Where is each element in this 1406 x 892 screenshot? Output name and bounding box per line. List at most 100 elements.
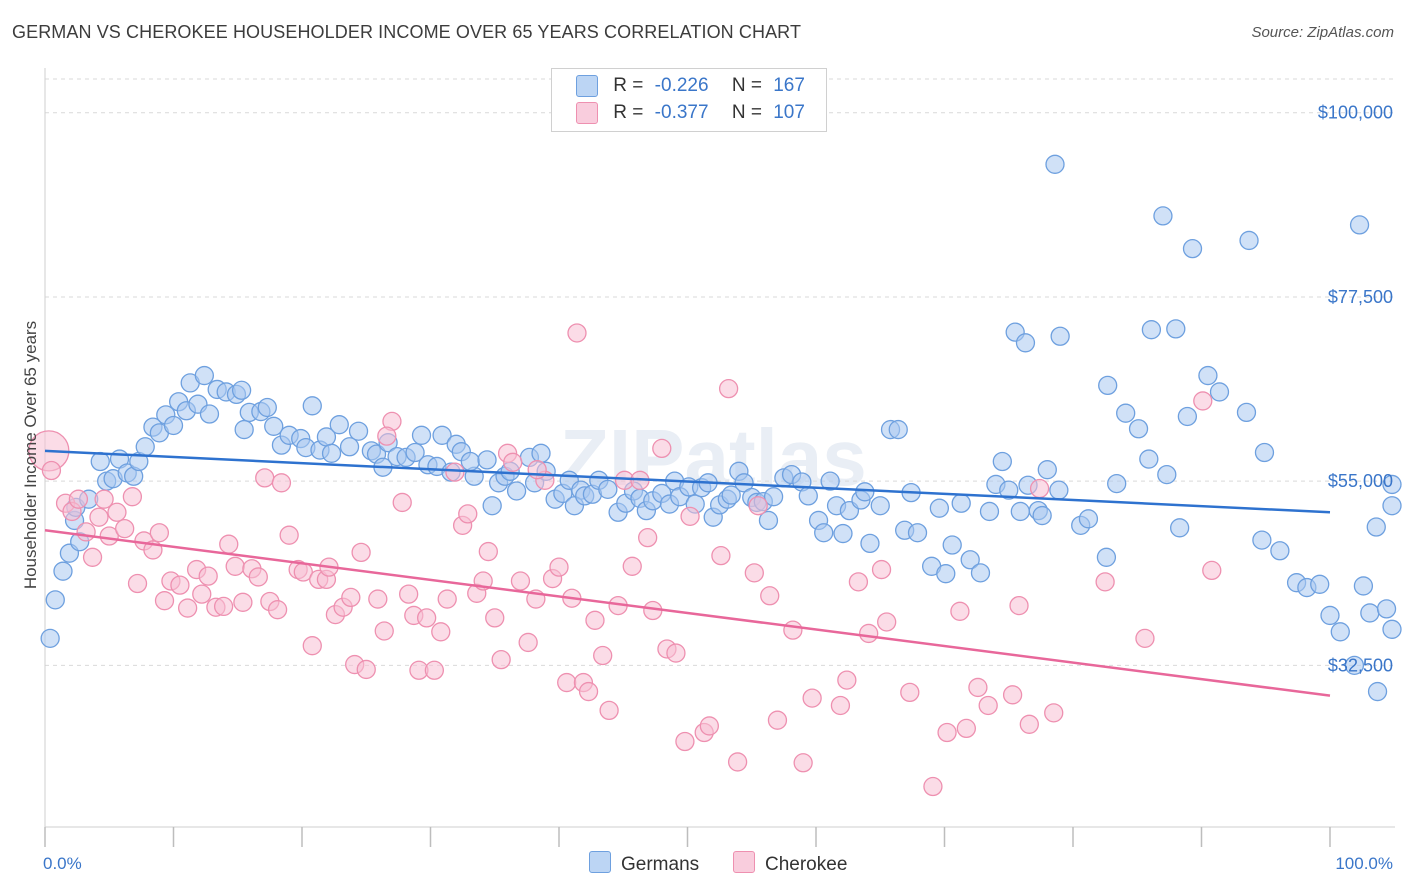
germans-point xyxy=(302,396,322,416)
germans-point xyxy=(814,523,834,543)
trend-lines xyxy=(44,449,1331,697)
legend-row-germans: R = -0.226 N = 167 xyxy=(576,75,805,99)
cherokee-point xyxy=(149,523,170,543)
cherokee-point xyxy=(638,527,658,548)
germans-point xyxy=(888,419,908,440)
germans-point xyxy=(763,487,784,507)
cherokee-point xyxy=(1029,478,1050,499)
cherokee-point xyxy=(848,572,869,592)
legend-germans-swatch xyxy=(589,851,611,873)
germans-point xyxy=(45,590,65,610)
germans-point xyxy=(1310,574,1330,594)
germans-point xyxy=(936,564,956,584)
cherokee-point xyxy=(399,584,419,604)
germans-point xyxy=(477,450,497,470)
germans-point xyxy=(1049,480,1069,500)
germans-point xyxy=(339,437,360,457)
germans-point xyxy=(348,421,369,441)
germans-point xyxy=(992,451,1012,472)
cherokee-point xyxy=(491,649,511,670)
germans-point xyxy=(1330,622,1350,642)
cherokee-point xyxy=(437,589,457,609)
cherokee-point xyxy=(859,623,879,644)
cherokee-point xyxy=(267,600,288,620)
germans-point xyxy=(1382,474,1402,495)
germans-point xyxy=(1236,402,1257,423)
cherokee-point xyxy=(177,598,198,618)
cherokee-point xyxy=(233,592,253,612)
cherokee-point xyxy=(783,620,803,640)
cherokee-point xyxy=(248,567,268,587)
cherokee-point xyxy=(578,681,599,702)
cherokee-point xyxy=(94,489,114,509)
cherokee-point xyxy=(1202,560,1222,581)
cherokee-point xyxy=(666,643,686,663)
germans-point xyxy=(1182,238,1203,259)
cherokee-point xyxy=(744,563,764,583)
germans-point xyxy=(970,563,991,583)
germans-point xyxy=(1349,215,1370,235)
germans-point xyxy=(1366,517,1386,537)
cherokee-point xyxy=(122,487,143,507)
germans-point xyxy=(598,479,618,499)
cherokee-point xyxy=(368,589,388,609)
cherokee-point xyxy=(255,468,275,488)
cherokee-point xyxy=(115,518,135,539)
germans-n-value: 167 xyxy=(773,75,805,97)
cherokee-point xyxy=(711,546,731,566)
cherokee-point xyxy=(793,753,813,773)
germans-point xyxy=(1139,449,1159,469)
germans-point xyxy=(870,496,890,516)
germans-point xyxy=(1198,365,1218,386)
legend-cherokee-label: Cherokee xyxy=(765,854,848,875)
germans-point xyxy=(999,480,1019,500)
germans-point xyxy=(329,415,349,435)
germans-point xyxy=(231,380,252,400)
germans-point xyxy=(1367,681,1388,702)
germans-point xyxy=(460,451,480,472)
germans-point xyxy=(1015,333,1036,353)
cherokee-point xyxy=(271,473,292,493)
cherokee-point xyxy=(192,584,212,604)
cherokee-point xyxy=(1044,703,1064,723)
y-tick-label: $32,500 xyxy=(1328,655,1393,675)
germans-point xyxy=(405,442,425,463)
germans-point xyxy=(135,437,155,457)
germans-point xyxy=(1177,406,1198,427)
germans-point xyxy=(1128,419,1149,439)
germans-point xyxy=(1050,326,1070,346)
germans-point xyxy=(411,425,432,445)
germans-point xyxy=(1320,605,1340,626)
cherokee-point xyxy=(837,670,857,690)
cherokee-point xyxy=(652,438,672,459)
cherokee-point xyxy=(356,659,376,680)
legend-germans-label: Germans xyxy=(621,854,700,875)
germans-point xyxy=(833,523,853,544)
cherokee-n-value: 107 xyxy=(773,102,805,124)
germans-point xyxy=(1116,403,1136,423)
cherokee-point xyxy=(923,776,943,797)
germans-point xyxy=(194,365,214,386)
tick-labels: $32,500 $55,000 $77,500 $100,000 0.0% 100.0% xyxy=(43,103,1393,873)
germans-point xyxy=(979,501,1000,522)
cherokee-point xyxy=(76,522,96,542)
germans-point xyxy=(960,550,980,570)
germans-point xyxy=(1032,505,1052,526)
cherokee-point xyxy=(567,323,587,343)
germans-point xyxy=(1166,319,1186,339)
cherokee-point xyxy=(877,612,897,632)
cherokee-point xyxy=(213,596,234,617)
germans-point xyxy=(1107,473,1127,494)
cherokee-r-value: -0.377 xyxy=(654,102,709,124)
cherokee-point xyxy=(219,534,239,554)
germans-point xyxy=(1353,576,1374,596)
germans-point xyxy=(1209,382,1230,402)
germans-point xyxy=(860,533,880,554)
cherokee-point xyxy=(968,677,988,698)
germans-point xyxy=(798,486,818,506)
cherokee-point xyxy=(485,608,505,628)
germans-point xyxy=(721,485,741,505)
y-axis-label: Householder Income Over 65 years xyxy=(21,321,40,589)
germans-point xyxy=(1141,320,1162,340)
